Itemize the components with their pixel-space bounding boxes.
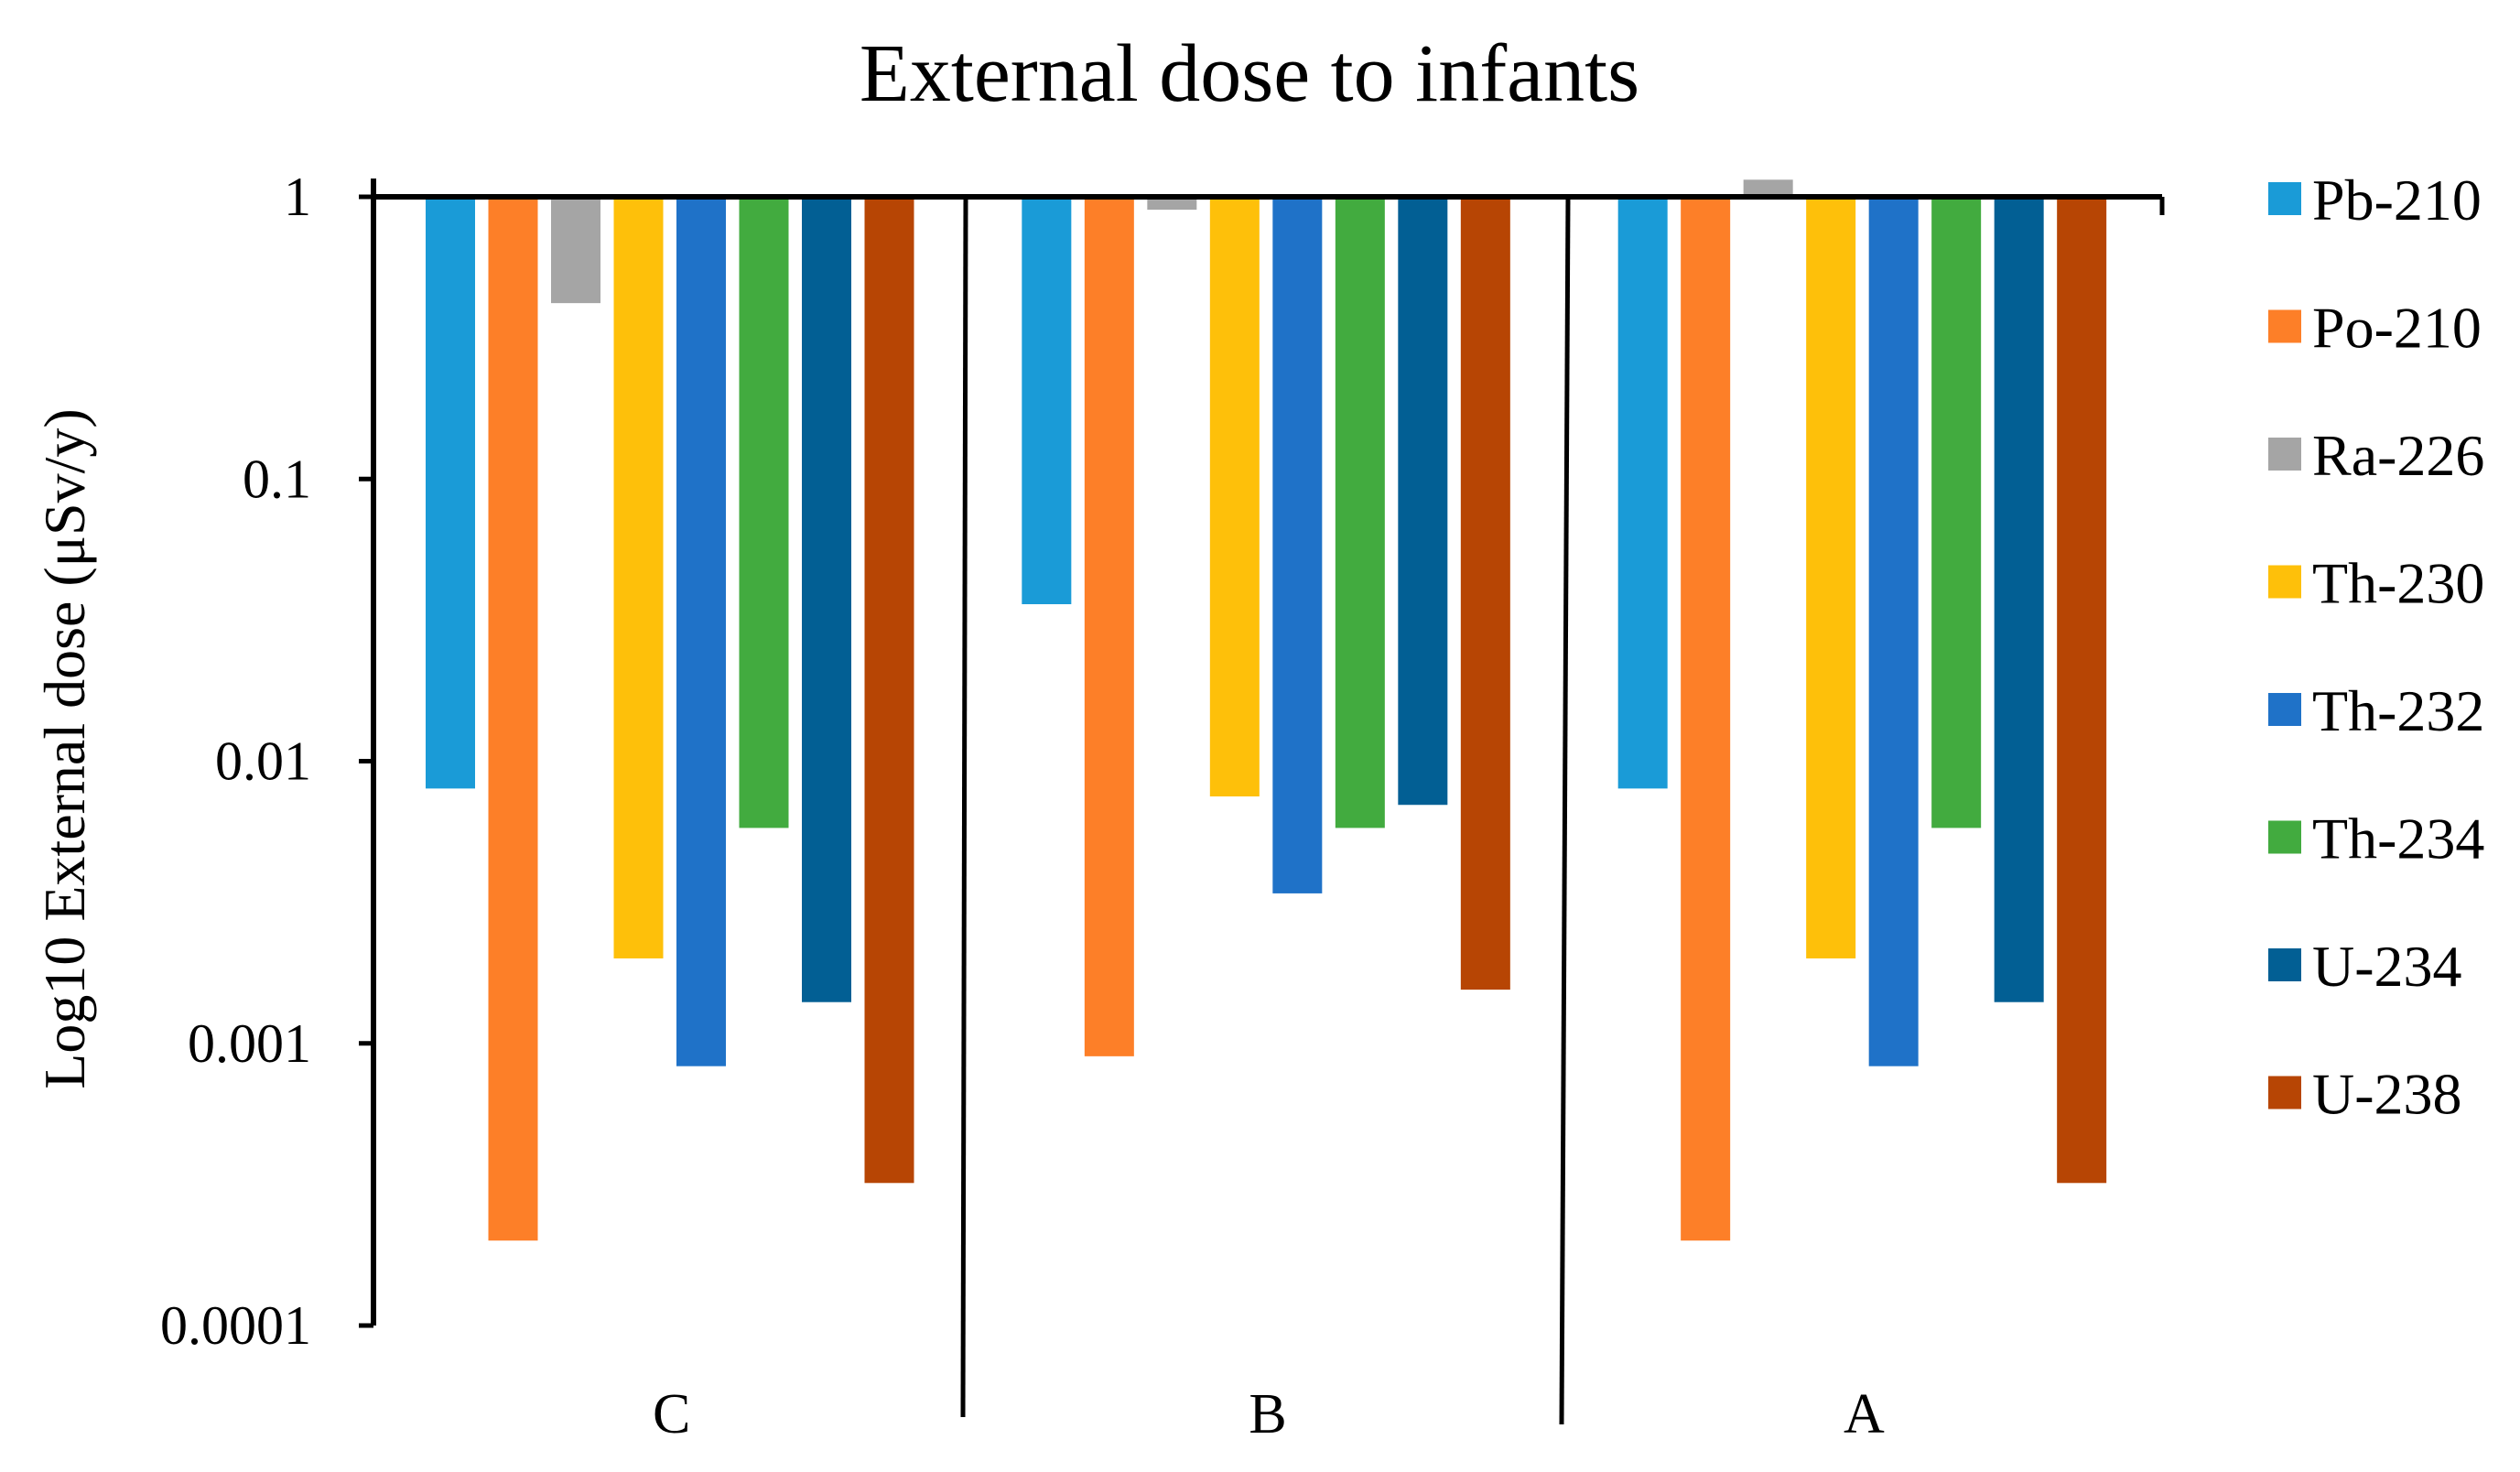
bar-u-234-b <box>1398 197 1448 806</box>
legend-label-u-234: U-234 <box>2312 934 2462 999</box>
bar-u-234-c <box>802 197 851 1002</box>
y-tick-label: 0.0001 <box>160 1295 311 1356</box>
bar-th-232-c <box>676 197 726 1066</box>
bar-u-238-c <box>864 197 914 1184</box>
bar-pb-210-b <box>1022 197 1072 605</box>
x-tick-label-c: C <box>653 1383 690 1445</box>
y-tick-label: 0.1 <box>243 449 311 509</box>
x-tick-label-a: A <box>1844 1383 1885 1445</box>
legend-swatch-ra-226 <box>2268 438 2301 471</box>
legend-swatch-pb-210 <box>2268 182 2301 215</box>
y-tick-label: 1 <box>284 167 311 227</box>
bar-ra-226-a <box>1743 179 1793 197</box>
bar-po-210-c <box>488 197 538 1241</box>
y-tick-label: 0.001 <box>188 1013 311 1074</box>
category-separator-1 <box>960 196 968 1418</box>
bar-po-210-a <box>1681 197 1731 1241</box>
legend-swatch-po-210 <box>2268 309 2301 343</box>
legend-label-th-232: Th-232 <box>2312 678 2484 743</box>
legend-swatch-u-238 <box>2268 1076 2301 1109</box>
legend-swatch-th-232 <box>2268 693 2301 726</box>
legend-label-th-234: Th-234 <box>2312 806 2484 871</box>
legend-swatch-th-230 <box>2268 565 2301 599</box>
legend-swatch-th-234 <box>2268 820 2301 854</box>
legend-label-ra-226: Ra-226 <box>2312 423 2484 488</box>
bar-th-230-b <box>1209 197 1260 797</box>
bar-th-234-c <box>739 197 789 828</box>
bar-u-234-a <box>1994 197 2044 1002</box>
legend-label-pb-210: Pb-210 <box>2312 168 2482 233</box>
bar-po-210-b <box>1084 197 1134 1056</box>
bar-pb-210-c <box>426 197 475 789</box>
legend-swatch-u-234 <box>2268 948 2301 981</box>
bar-th-232-a <box>1868 197 1919 1066</box>
bar-u-238-a <box>2057 197 2107 1184</box>
bar-th-230-a <box>1806 197 1856 958</box>
y-tick-label: 0.01 <box>215 731 311 792</box>
bar-ra-226-c <box>551 197 600 304</box>
legend-label-th-230: Th-230 <box>2312 551 2484 616</box>
y-axis-label: Log10 External dose (μSv/y) <box>32 408 97 1089</box>
legend-label-po-210: Po-210 <box>2312 296 2482 361</box>
bar-th-234-a <box>1931 197 1982 828</box>
legend: Pb-210 Po-210 Ra-226 Th-230 Th-232 Th-234 U-23… <box>2268 168 2484 1127</box>
bar-ra-226-b <box>1147 197 1197 211</box>
bar-pb-210-a <box>1617 197 1668 789</box>
category-separator-2 <box>1559 196 1571 1425</box>
x-tick-label-b: B <box>1249 1383 1286 1445</box>
chart-title: External dose to infants <box>860 28 1639 119</box>
bar-u-238-b <box>1460 197 1510 990</box>
bar-th-232-b <box>1272 197 1323 893</box>
plot-area: 1 0.1 0.01 0.001 0.0001 C B A <box>160 167 2165 1445</box>
bar-th-230-c <box>613 197 664 958</box>
legend-label-u-238: U-238 <box>2312 1062 2462 1127</box>
bar-th-234-b <box>1335 197 1385 828</box>
